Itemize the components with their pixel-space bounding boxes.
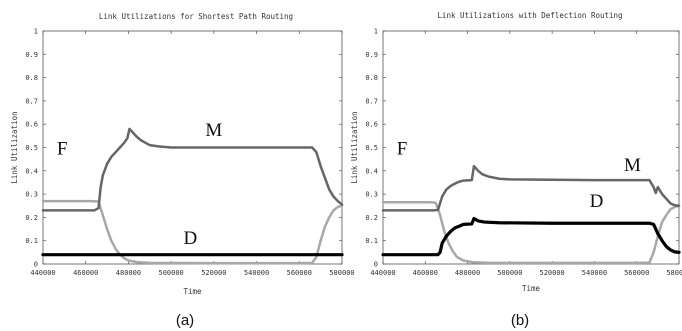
y-tick-label: 0: [374, 261, 378, 269]
y-tick-label: 0.3: [25, 191, 38, 199]
y-tick-label: 1: [34, 28, 38, 36]
x-tick-label: 460000: [413, 269, 438, 277]
x-tick-label: 560000: [287, 269, 312, 277]
x-tick-label: 520000: [201, 269, 226, 277]
y-tick-label: 0.7: [365, 97, 378, 105]
annotation-label-m: M: [624, 155, 641, 176]
annotation-label-d: D: [183, 228, 197, 249]
x-tick-label: 580000: [666, 269, 682, 277]
y-tick-label: 0.2: [365, 214, 378, 222]
y-tick-label: 1: [374, 28, 378, 36]
y-tick-label: 0.5: [25, 144, 38, 152]
annotation-label-m: M: [205, 120, 222, 141]
y-tick-label: 0.9: [365, 51, 378, 59]
y-tick-label: 0: [34, 261, 38, 269]
series-f-line: [381, 201, 681, 265]
x-tick-label: 500000: [497, 269, 522, 277]
annotation-label-f: F: [397, 138, 408, 159]
x-tick-label: 540000: [244, 269, 269, 277]
y-tick-label: 0.5: [365, 144, 378, 152]
series-f-line: [41, 199, 344, 265]
x-tick-label: 500000: [158, 269, 183, 277]
y-tick-label: 0.1: [25, 237, 38, 245]
y-axis-label: Link Utilization: [350, 111, 359, 183]
x-tick-label: 540000: [582, 269, 607, 277]
x-axis-label: Time: [183, 287, 202, 296]
x-tick-label: 460000: [73, 269, 98, 277]
x-tick-label: 520000: [539, 269, 564, 277]
x-tick-label: 440000: [370, 269, 395, 277]
series-m-line: [41, 127, 344, 212]
y-tick-label: 0.3: [365, 191, 378, 199]
series-m-line: [381, 164, 681, 212]
x-tick-label: 480000: [455, 269, 480, 277]
chart-panel-a: Link Utilizations for Shortest Path Rout…: [10, 12, 355, 329]
series-d-line: [381, 216, 681, 257]
chart-title: Link Utilizations with Deflection Routin…: [437, 11, 622, 20]
y-tick-label: 0.2: [25, 214, 38, 222]
y-tick-label: 0.8: [365, 74, 378, 82]
chart-panel-b: Link Utilizations with Deflection Routin…: [350, 11, 682, 329]
y-tick-label: 0.8: [25, 74, 38, 82]
chart-title: Link Utilizations for Shortest Path Rout…: [99, 12, 293, 21]
y-tick-label: 0.6: [365, 121, 378, 129]
y-tick-label: 0.9: [25, 51, 38, 59]
annotation-label-d: D: [590, 191, 604, 212]
y-axis-label: Link Utilization: [10, 111, 19, 183]
y-tick-label: 0.7: [25, 97, 38, 105]
x-tick-label: 560000: [624, 269, 649, 277]
x-axis-label: Time: [522, 284, 541, 293]
x-tick-label: 480000: [116, 269, 141, 277]
plot-frame: [382, 30, 680, 265]
y-tick-label: 0.4: [25, 167, 38, 175]
panel-caption: (b): [511, 312, 529, 329]
x-tick-label: 580000: [329, 269, 354, 277]
x-tick-label: 440000: [30, 269, 55, 277]
y-tick-label: 0.6: [25, 121, 38, 129]
y-tick-label: 0.4: [365, 167, 378, 175]
annotation-label-f: F: [57, 138, 68, 159]
y-tick-label: 0.1: [365, 237, 378, 245]
panel-caption: (a): [176, 312, 194, 329]
